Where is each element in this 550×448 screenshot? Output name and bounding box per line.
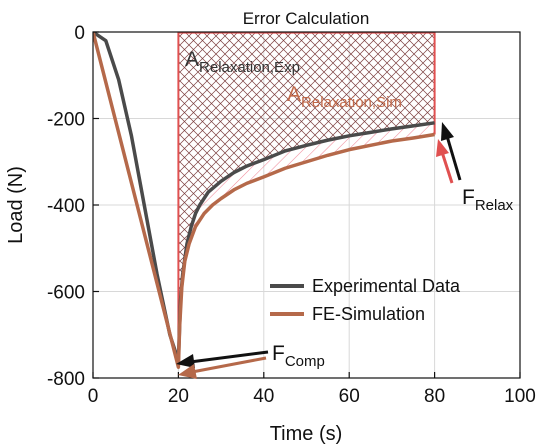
relaxation-area-exp — [178, 32, 435, 361]
x-axis-ticks: 0 20 40 60 80 100 — [88, 372, 536, 407]
annotation-area-exp: ARelaxation,Exp — [185, 48, 300, 76]
annotation-area-exp-main: A — [185, 48, 199, 71]
x-tick-label: 60 — [339, 386, 360, 407]
legend-label-fe-simulation: FE-Simulation — [312, 304, 425, 324]
annotation-area-sim-main: A — [287, 83, 301, 106]
annotation-f-relax-sub: Relax — [475, 197, 514, 214]
annotation-f-comp-main: F — [272, 342, 285, 365]
legend: Experimental Data FE-Simulation — [270, 276, 461, 324]
series-fe-simulation-line — [93, 32, 435, 369]
annotation-f-comp: FComp — [272, 342, 325, 370]
y-tick-label: -800 — [47, 369, 85, 390]
x-tick-label: 20 — [168, 386, 189, 407]
x-tick-label: 80 — [424, 386, 445, 407]
annotation-area-sim-sub: Relaxation,Sim — [301, 94, 402, 111]
annotation-area-sim: ARelaxation,Sim — [287, 83, 402, 111]
y-tick-label: 0 — [74, 23, 85, 44]
y-axis-label: Load (N) — [5, 166, 27, 244]
y-tick-label: -200 — [47, 110, 85, 131]
y-axis-ticks: 0 -200 -400 -600 -800 — [47, 23, 99, 390]
annotation-f-relax-main: F — [462, 186, 475, 209]
x-tick-label: 0 — [88, 386, 99, 407]
legend-label-experimental: Experimental Data — [312, 276, 461, 296]
y-tick-label: -600 — [47, 283, 85, 304]
annotation-f-comp-sub: Comp — [285, 353, 325, 370]
x-axis-label: Time (s) — [270, 423, 343, 445]
chart-title: Error Calculation — [243, 9, 370, 28]
annotation-area-exp-sub: Relaxation,Exp — [199, 59, 300, 76]
series-experimental-line — [93, 32, 435, 363]
y-tick-label: -400 — [47, 196, 85, 217]
annotation-f-relax: FRelax — [462, 186, 514, 214]
f-relax-arrows — [436, 122, 462, 184]
f-comp-arrows — [176, 350, 269, 379]
x-tick-label: 100 — [504, 386, 536, 407]
x-tick-label: 40 — [253, 386, 274, 407]
